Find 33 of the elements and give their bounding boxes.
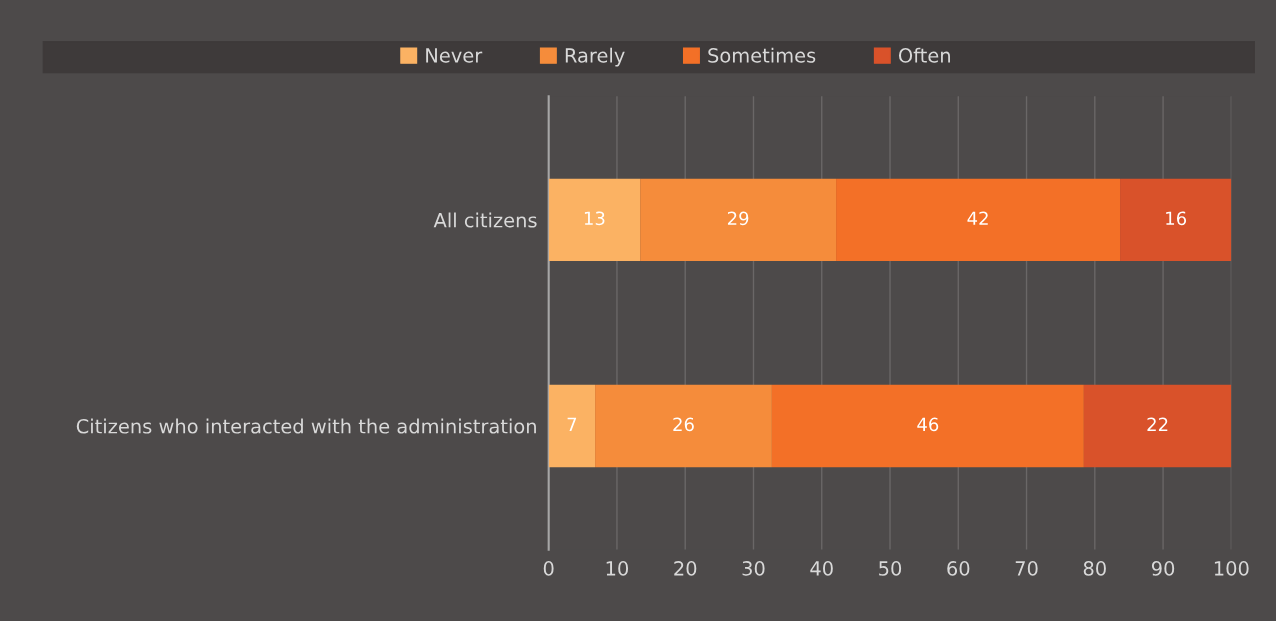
y-tick-label: Citizens who interacted with the administration [76,418,536,434]
data-label: 26 [673,417,694,432]
x-tick-label: 30 [742,561,765,576]
data-label: 22 [1147,417,1168,431]
x-tick-label: 0 [543,561,554,576]
bar [1083,384,1232,468]
x-tick-label: 80 [1083,561,1106,576]
data-label: 7 [567,417,577,431]
bar [548,178,641,262]
x-tick-label: 50 [879,561,902,576]
data-label: 29 [727,211,749,226]
data-label: 42 [967,211,988,225]
bar [595,384,772,468]
data-label: 16 [1166,211,1187,226]
x-tick-label: 10 [606,561,629,576]
x-tick-label: 100 [1214,561,1249,576]
data-label: 46 [917,417,939,432]
bar [640,178,837,262]
legend-label: Often [898,47,950,63]
x-tick-label: 20 [674,561,697,576]
legend-label: Sometimes [708,47,816,63]
bar [548,384,596,468]
x-tick-label: 60 [947,561,970,576]
bar [836,178,1121,262]
x-tick-label: 90 [1151,561,1175,576]
x-tick-label: 40 [810,561,833,576]
y-tick-label: All citizens [433,212,537,228]
bar [1120,178,1232,262]
bar [771,384,1084,468]
data-label: 13 [584,211,605,226]
legend-label: Never [426,48,483,63]
x-tick-label: 70 [1015,561,1038,576]
legend-label: Rarely [565,47,625,67]
